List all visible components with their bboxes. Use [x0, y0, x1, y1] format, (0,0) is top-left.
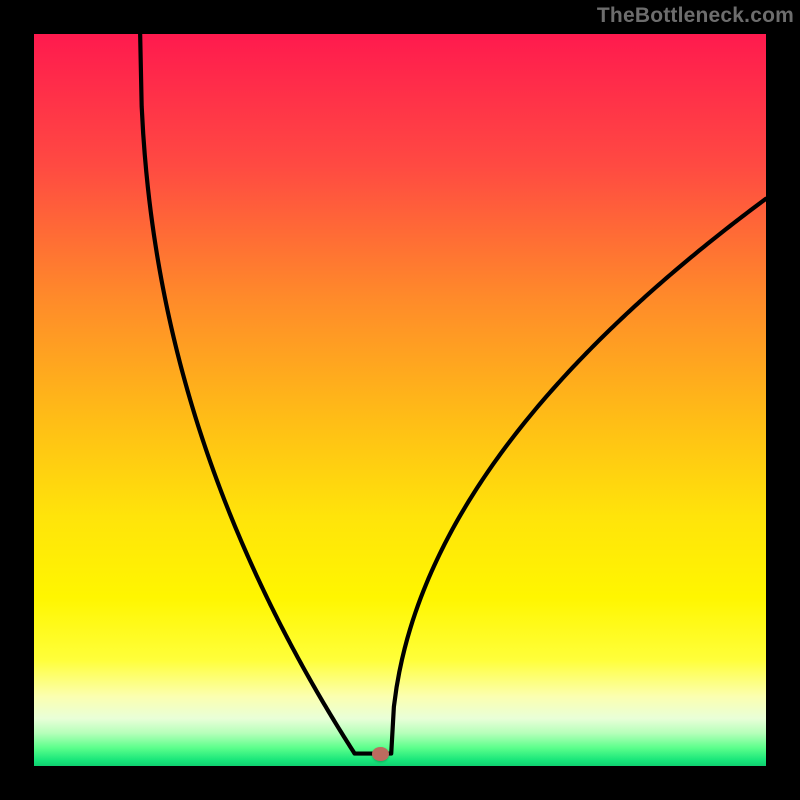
chart-svg [34, 34, 766, 766]
plot-area [34, 34, 766, 766]
watermark-text: TheBottleneck.com [597, 4, 794, 28]
chart-frame: TheBottleneck.com [0, 0, 800, 800]
